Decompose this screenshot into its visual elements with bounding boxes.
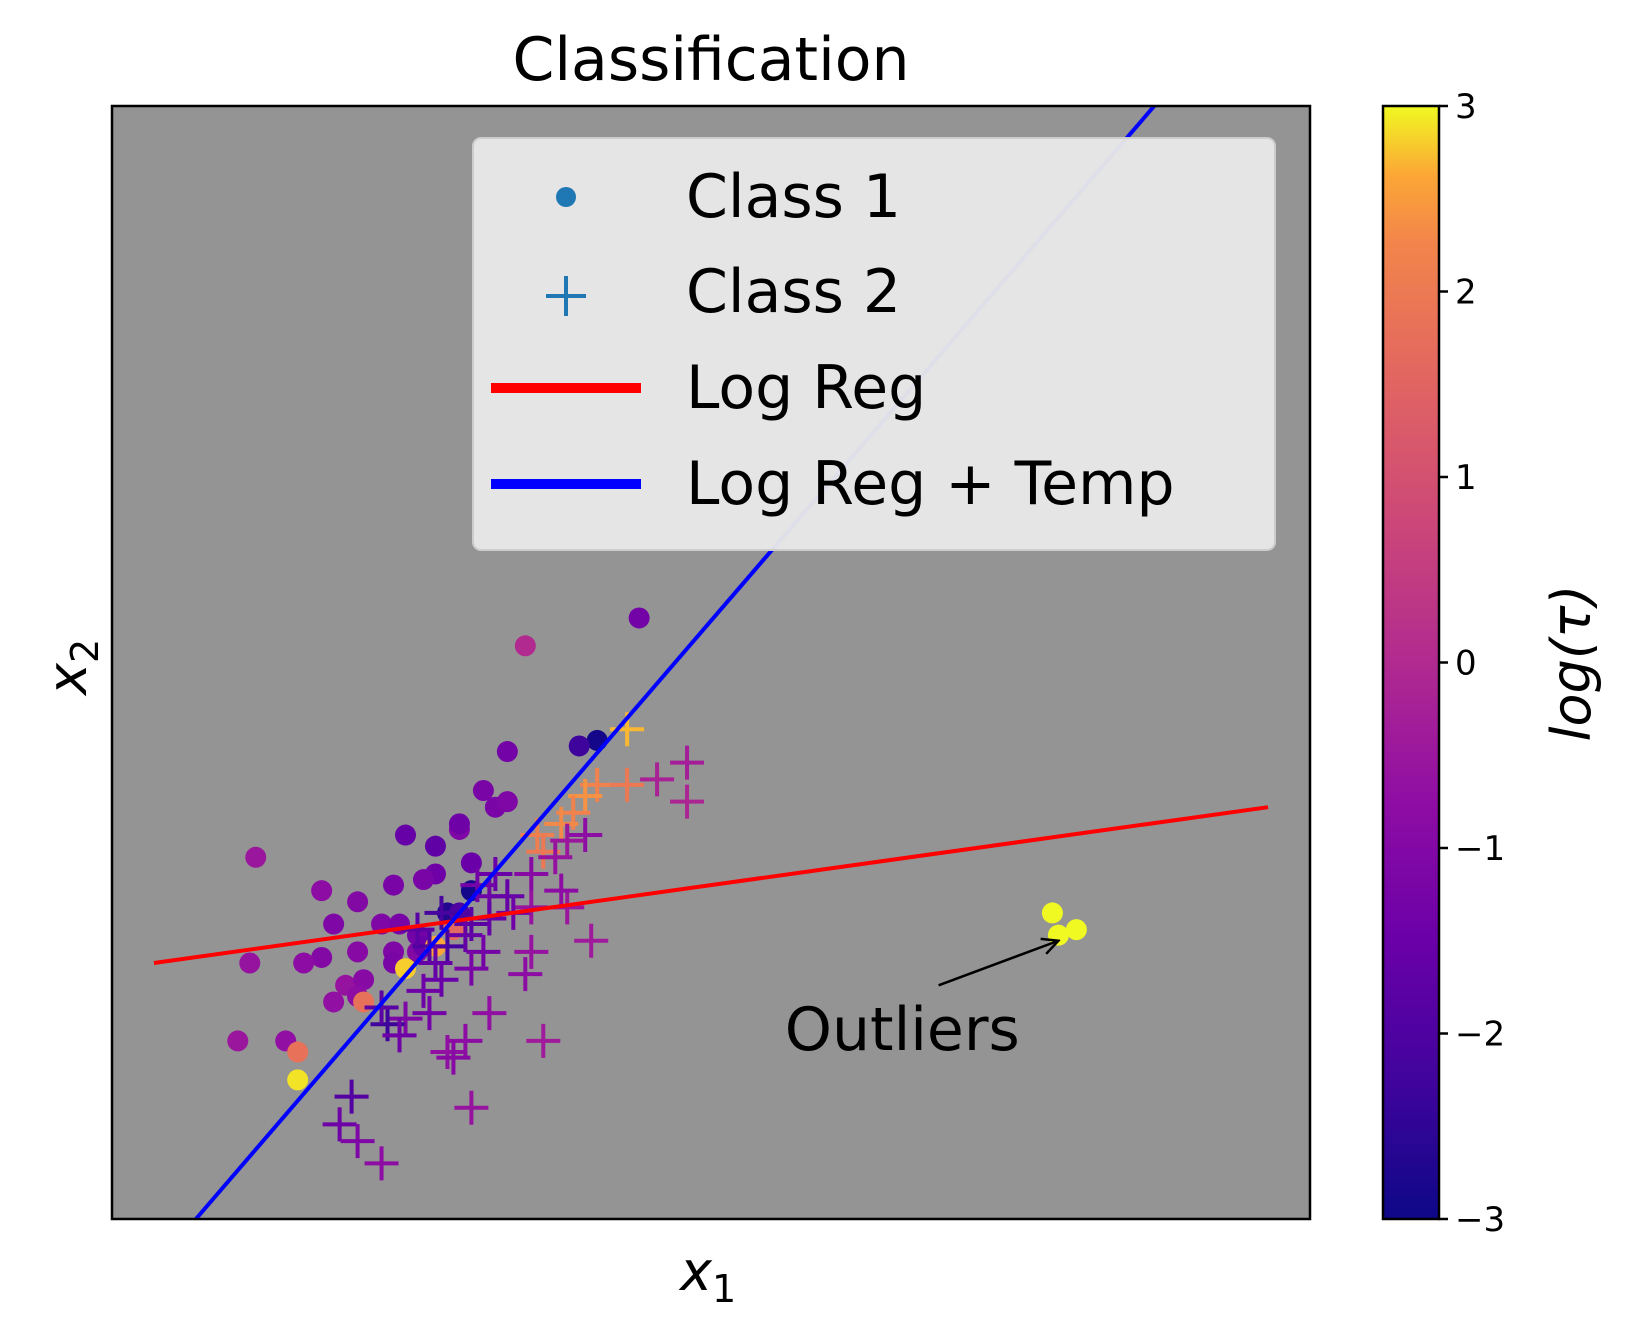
- class1-point: [448, 813, 470, 835]
- class2-point: [568, 818, 603, 853]
- class2-point: [406, 973, 441, 1008]
- outliers-annotation: Outliers: [785, 995, 1020, 1065]
- class2-point: [454, 1090, 489, 1125]
- colorbar-gradient: [1381, 104, 1441, 1221]
- class1-point: [496, 791, 518, 813]
- logreg-boundary-line: [153, 805, 1269, 965]
- outliers-arrow: [938, 941, 1059, 987]
- class2-point: [550, 823, 585, 858]
- class2-point: [640, 762, 675, 797]
- class1-point: [395, 958, 417, 980]
- class1-point: [395, 824, 417, 846]
- class2-point: [544, 806, 579, 841]
- legend-class1-marker: [556, 187, 576, 207]
- class2-point: [430, 1035, 465, 1070]
- class1-point: [245, 846, 267, 868]
- class1-point: [460, 852, 482, 874]
- class2-point: [364, 990, 399, 1025]
- class2-point: [334, 1079, 369, 1114]
- colorbar-tick-label: 1: [1455, 458, 1477, 498]
- class1-point: [472, 779, 494, 801]
- x-axis-label-main: x: [678, 1240, 713, 1303]
- class1-point: [227, 1030, 249, 1052]
- class1-point: [347, 941, 369, 963]
- y-axis-label-main: x: [36, 662, 99, 697]
- class2-point: [490, 879, 525, 914]
- class2-point: [508, 957, 543, 992]
- class2-point: [412, 996, 447, 1031]
- class2-point: [436, 1040, 471, 1075]
- class2-point: [454, 951, 489, 986]
- class1-point: [347, 891, 369, 913]
- class2-point: [424, 962, 459, 997]
- class1-point: [287, 1069, 309, 1091]
- legend-label-class2: Class 2: [686, 257, 901, 327]
- legend-label-class1: Class 1: [686, 162, 901, 232]
- class2-point: [670, 784, 705, 819]
- class2-point: [670, 745, 705, 780]
- colorbar-tick-label: −2: [1455, 1015, 1505, 1055]
- class1-point: [1041, 902, 1063, 924]
- chart-title: Classification: [512, 25, 909, 95]
- y-axis-label: x2: [36, 639, 107, 697]
- class1-point: [311, 880, 333, 902]
- class1-point: [1065, 919, 1087, 941]
- class2-point: [364, 1146, 399, 1181]
- x-axis-label: x1: [678, 1240, 736, 1311]
- legend: Class 1 Class 2 Log Reg Log Reg + Temp: [472, 137, 1276, 551]
- colorbar-tick-label: 0: [1455, 644, 1477, 684]
- class1-point: [323, 913, 345, 935]
- class2-point: [514, 934, 549, 969]
- plot-frame: [110, 104, 1312, 1221]
- legend-box: [472, 137, 1276, 551]
- class2-point: [448, 918, 483, 953]
- colorbar-tick-label: 3: [1455, 87, 1477, 127]
- class2-point: [460, 868, 495, 903]
- class1-point: [311, 946, 333, 968]
- class2-point: [574, 923, 609, 958]
- colorbar: −3 −2 −1 0 1 2 3 log(τ): [1381, 87, 1603, 1240]
- colorbar-tick-label: −3: [1455, 1200, 1505, 1240]
- class1-point: [424, 835, 446, 857]
- class2-point: [418, 946, 453, 981]
- plot-marks: [153, 106, 1269, 1219]
- legend-label-logregtemp: Log Reg + Temp: [686, 449, 1175, 519]
- class1-point: [586, 729, 608, 751]
- class1-point: [496, 741, 518, 763]
- legend-label-logreg: Log Reg: [686, 353, 926, 423]
- class2-point: [610, 767, 645, 802]
- colorbar-ticks: −3 −2 −1 0 1 2 3: [1439, 87, 1505, 1240]
- legend-class2-marker: [546, 276, 586, 316]
- class2-point: [526, 1023, 561, 1058]
- colorbar-label: log(τ): [1540, 585, 1603, 742]
- class1-point: [239, 952, 261, 974]
- class1-point: [628, 607, 650, 629]
- class1-point: [383, 874, 405, 896]
- class1-point: [412, 869, 434, 891]
- class2-point: [544, 873, 579, 908]
- class1-point: [293, 952, 315, 974]
- class1-point: [287, 1041, 309, 1063]
- class2-point: [472, 996, 507, 1031]
- class1-point: [323, 991, 345, 1013]
- class2-point: [388, 1001, 423, 1036]
- class2-point: [382, 1018, 417, 1053]
- class1-point: [514, 635, 536, 657]
- class1-point: [353, 969, 375, 991]
- class2-point: [514, 856, 549, 891]
- y-axis-label-subscript: 2: [63, 639, 107, 663]
- x-axis-label-subscript: 1: [712, 1267, 736, 1311]
- colorbar-tick-label: 2: [1455, 273, 1477, 313]
- colorbar-tick-label: −1: [1455, 829, 1505, 869]
- class1-point: [568, 735, 590, 757]
- class2-point: [340, 1124, 375, 1159]
- class2-point: [322, 1107, 357, 1142]
